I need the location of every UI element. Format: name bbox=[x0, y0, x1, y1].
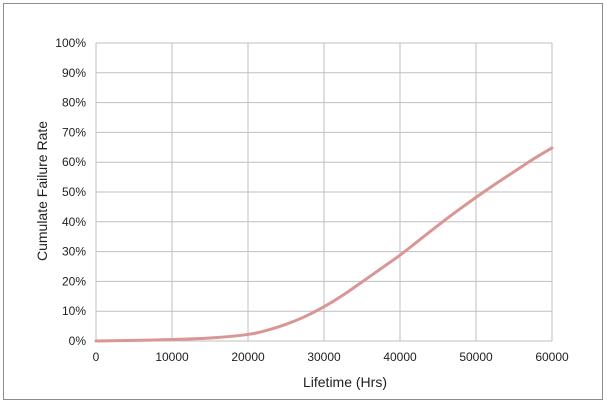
y-tick-label-3: 30% bbox=[62, 245, 86, 259]
y-tick-label-7: 70% bbox=[62, 125, 86, 139]
y-tick-label-9: 90% bbox=[62, 66, 86, 80]
y-tick-label-4: 40% bbox=[62, 215, 86, 229]
y-tick-label-10: 100% bbox=[55, 36, 86, 50]
y-tick-label-5: 50% bbox=[62, 185, 86, 199]
x-tick-label-6: 60000 bbox=[535, 350, 569, 364]
y-axis-tick-labels: 0% 10% 20% 30% 40% 50% 60% 70% 80% 90% 100% bbox=[55, 36, 86, 348]
x-tick-label-1: 10000 bbox=[155, 350, 189, 364]
y-tick-label-1: 10% bbox=[62, 304, 86, 318]
y-tick-label-0: 0% bbox=[69, 334, 87, 348]
y-axis-title: Cumulate Failure Rate bbox=[34, 121, 50, 261]
chart-frame bbox=[3, 3, 603, 400]
x-axis-title: Lifetime (Hrs) bbox=[303, 374, 387, 390]
x-tick-label-2: 20000 bbox=[231, 350, 265, 364]
x-tick-label-3: 30000 bbox=[307, 350, 341, 364]
x-tick-label-4: 40000 bbox=[383, 350, 417, 364]
x-tick-label-5: 50000 bbox=[459, 350, 493, 364]
y-tick-label-6: 60% bbox=[62, 155, 86, 169]
series-line-0 bbox=[94, 146, 554, 343]
y-tick-label-2: 20% bbox=[62, 274, 86, 288]
horizontal-gridlines bbox=[96, 42, 552, 342]
x-axis-tick-labels: 0 10000 20000 30000 40000 50000 60000 bbox=[93, 350, 569, 364]
series-group bbox=[94, 146, 554, 343]
x-tick-label-0: 0 bbox=[93, 350, 100, 364]
y-tick-label-8: 80% bbox=[62, 96, 86, 110]
